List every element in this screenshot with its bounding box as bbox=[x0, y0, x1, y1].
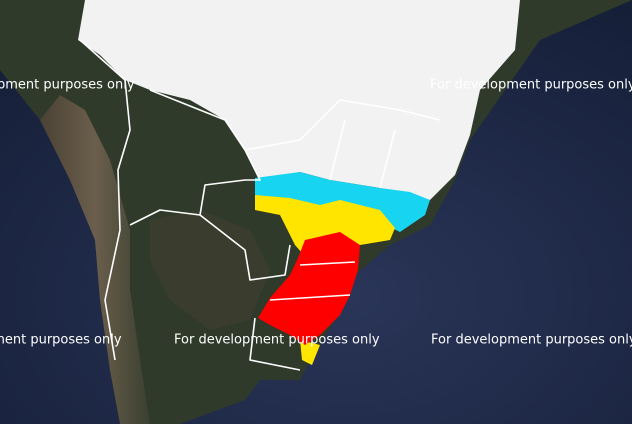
brazil-north bbox=[78, 0, 520, 200]
andes-relief bbox=[40, 95, 150, 424]
border-line bbox=[244, 99, 441, 301]
border-line bbox=[149, 89, 291, 281]
border-line bbox=[129, 209, 301, 371]
watermarks: For development purposes only For develop… bbox=[0, 78, 632, 348]
region-red bbox=[258, 232, 360, 345]
border-line bbox=[79, 39, 131, 361]
watermark: For development purposes only bbox=[0, 78, 135, 93]
watermark: For development purposes only bbox=[431, 333, 632, 348]
watermark: For development purposes only bbox=[430, 78, 632, 93]
chaco-relief bbox=[150, 210, 270, 330]
watermark: For development purposes only bbox=[0, 333, 122, 348]
region-yellow bbox=[255, 195, 395, 262]
watermark: For development purposes only bbox=[174, 333, 380, 348]
region-yellow-south bbox=[300, 340, 320, 365]
